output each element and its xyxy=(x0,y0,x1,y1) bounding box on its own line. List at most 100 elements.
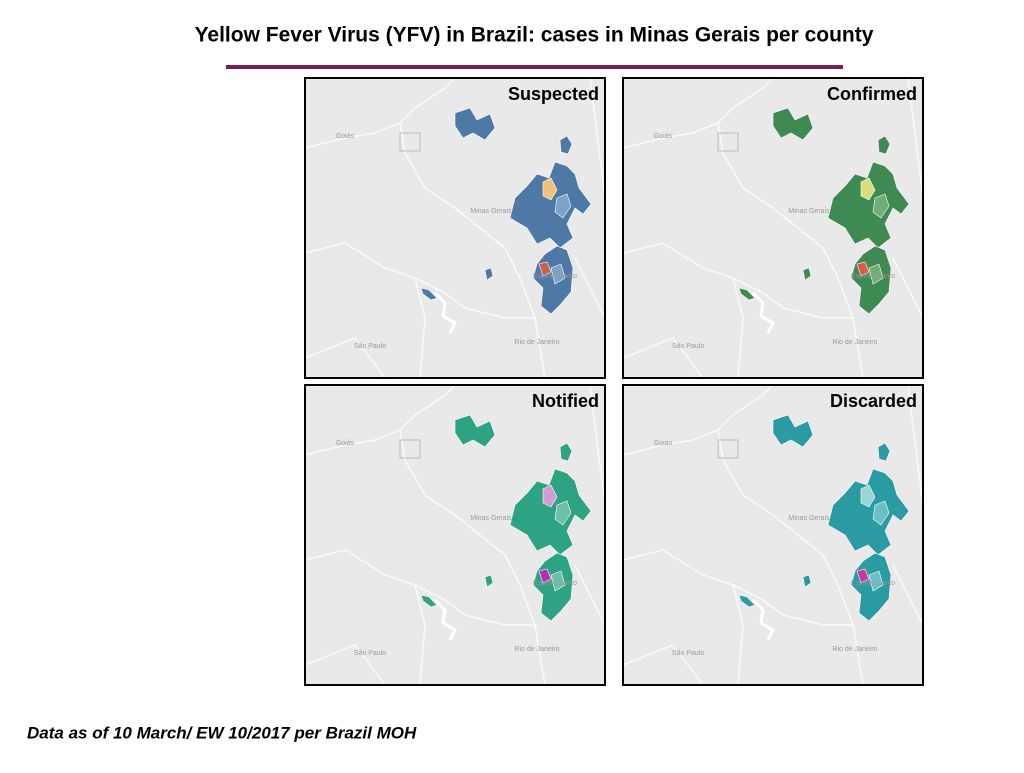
map-panel: Goiás Minas Gerais Espírito Santo São Paulo… xyxy=(622,384,924,686)
panel-label: Notified xyxy=(532,391,599,411)
county-area xyxy=(509,161,592,249)
panel-label: Suspected xyxy=(508,84,599,104)
county-area xyxy=(420,594,438,608)
county-area xyxy=(484,574,494,588)
county-area xyxy=(856,261,870,277)
city-outline xyxy=(717,132,739,152)
state-border xyxy=(304,337,386,379)
state-border xyxy=(622,644,704,686)
county-area xyxy=(827,468,910,556)
place-label: Goiás xyxy=(336,133,355,140)
place-label: Rio de Janeiro xyxy=(832,339,877,346)
county-area xyxy=(772,414,814,448)
state-border xyxy=(304,549,535,626)
panel-frame xyxy=(622,384,924,686)
river xyxy=(433,291,457,334)
county-area xyxy=(538,568,552,584)
county-area xyxy=(872,193,890,219)
place-label: Goiás xyxy=(654,440,673,447)
place-label: Espírito Santo xyxy=(533,580,577,587)
state-border xyxy=(622,337,704,379)
panel-frame xyxy=(622,77,924,379)
state-border xyxy=(892,257,924,319)
county-area xyxy=(877,135,891,155)
county-area xyxy=(554,500,572,526)
place-label: Rio de Janeiro xyxy=(514,646,559,653)
county-area xyxy=(484,267,494,281)
place-label: Rio de Janeiro xyxy=(514,339,559,346)
slide-title: Yellow Fever Virus (YFV) in Brazil: case… xyxy=(195,24,874,47)
place-label: São Paulo xyxy=(672,343,704,350)
map-panel: Goiás Minas Gerais Espírito Santo São Paulo… xyxy=(304,384,606,686)
county-area xyxy=(554,193,572,219)
state-border xyxy=(717,122,864,379)
panel-frame xyxy=(304,77,606,379)
county-area xyxy=(454,107,496,141)
panel-label: Confirmed xyxy=(827,84,917,104)
county-area xyxy=(559,442,573,462)
county-area xyxy=(542,484,558,508)
state-border xyxy=(717,429,864,686)
city-outline xyxy=(399,439,421,459)
place-label: Espírito Santo xyxy=(851,580,895,587)
county-area xyxy=(877,442,891,462)
county-area xyxy=(550,263,566,285)
county-area xyxy=(868,570,884,592)
county-area xyxy=(868,263,884,285)
state-border xyxy=(622,549,853,626)
county-area xyxy=(738,594,756,608)
county-area xyxy=(509,468,592,556)
state-border xyxy=(589,384,606,506)
place-label: Espírito Santo xyxy=(851,273,895,280)
river xyxy=(751,598,775,641)
county-area xyxy=(872,500,890,526)
place-label: São Paulo xyxy=(354,650,386,657)
state-border xyxy=(414,584,426,686)
county-area xyxy=(538,261,552,277)
place-label: Minas Gerais xyxy=(470,208,512,215)
state-border xyxy=(732,277,744,379)
state-border xyxy=(304,644,386,686)
state-border xyxy=(399,122,546,379)
county-area xyxy=(772,107,814,141)
county-area xyxy=(802,267,812,281)
state-border xyxy=(907,77,924,199)
county-area xyxy=(738,287,756,301)
state-border xyxy=(622,242,853,319)
panel-label: Discarded xyxy=(830,391,917,411)
county-area xyxy=(860,177,876,201)
place-label: Minas Gerais xyxy=(470,515,512,522)
place-label: Goiás xyxy=(336,440,355,447)
state-border xyxy=(589,77,606,199)
county-area xyxy=(860,484,876,508)
county-area xyxy=(559,135,573,155)
river xyxy=(433,598,457,641)
county-area xyxy=(856,568,870,584)
panel-frame xyxy=(304,384,606,686)
place-label: Goiás xyxy=(654,133,673,140)
city-outline xyxy=(717,439,739,459)
place-label: Espírito Santo xyxy=(533,273,577,280)
county-area xyxy=(542,177,558,201)
map-panel: Goiás Minas Gerais Espírito Santo São Paulo… xyxy=(304,77,606,379)
state-border xyxy=(399,429,546,686)
county-area xyxy=(454,414,496,448)
place-label: São Paulo xyxy=(354,343,386,350)
place-label: Minas Gerais xyxy=(788,208,830,215)
state-border xyxy=(304,242,535,319)
county-area xyxy=(550,570,566,592)
place-label: Minas Gerais xyxy=(788,515,830,522)
place-label: Rio de Janeiro xyxy=(832,646,877,653)
county-area xyxy=(420,287,438,301)
state-border xyxy=(414,277,426,379)
county-area xyxy=(802,574,812,588)
state-border xyxy=(732,584,744,686)
place-label: São Paulo xyxy=(672,650,704,657)
map-panel: Goiás Minas Gerais Espírito Santo São Paulo… xyxy=(622,77,924,379)
state-border xyxy=(907,384,924,506)
city-outline xyxy=(399,132,421,152)
state-border xyxy=(574,564,606,626)
river xyxy=(751,291,775,334)
